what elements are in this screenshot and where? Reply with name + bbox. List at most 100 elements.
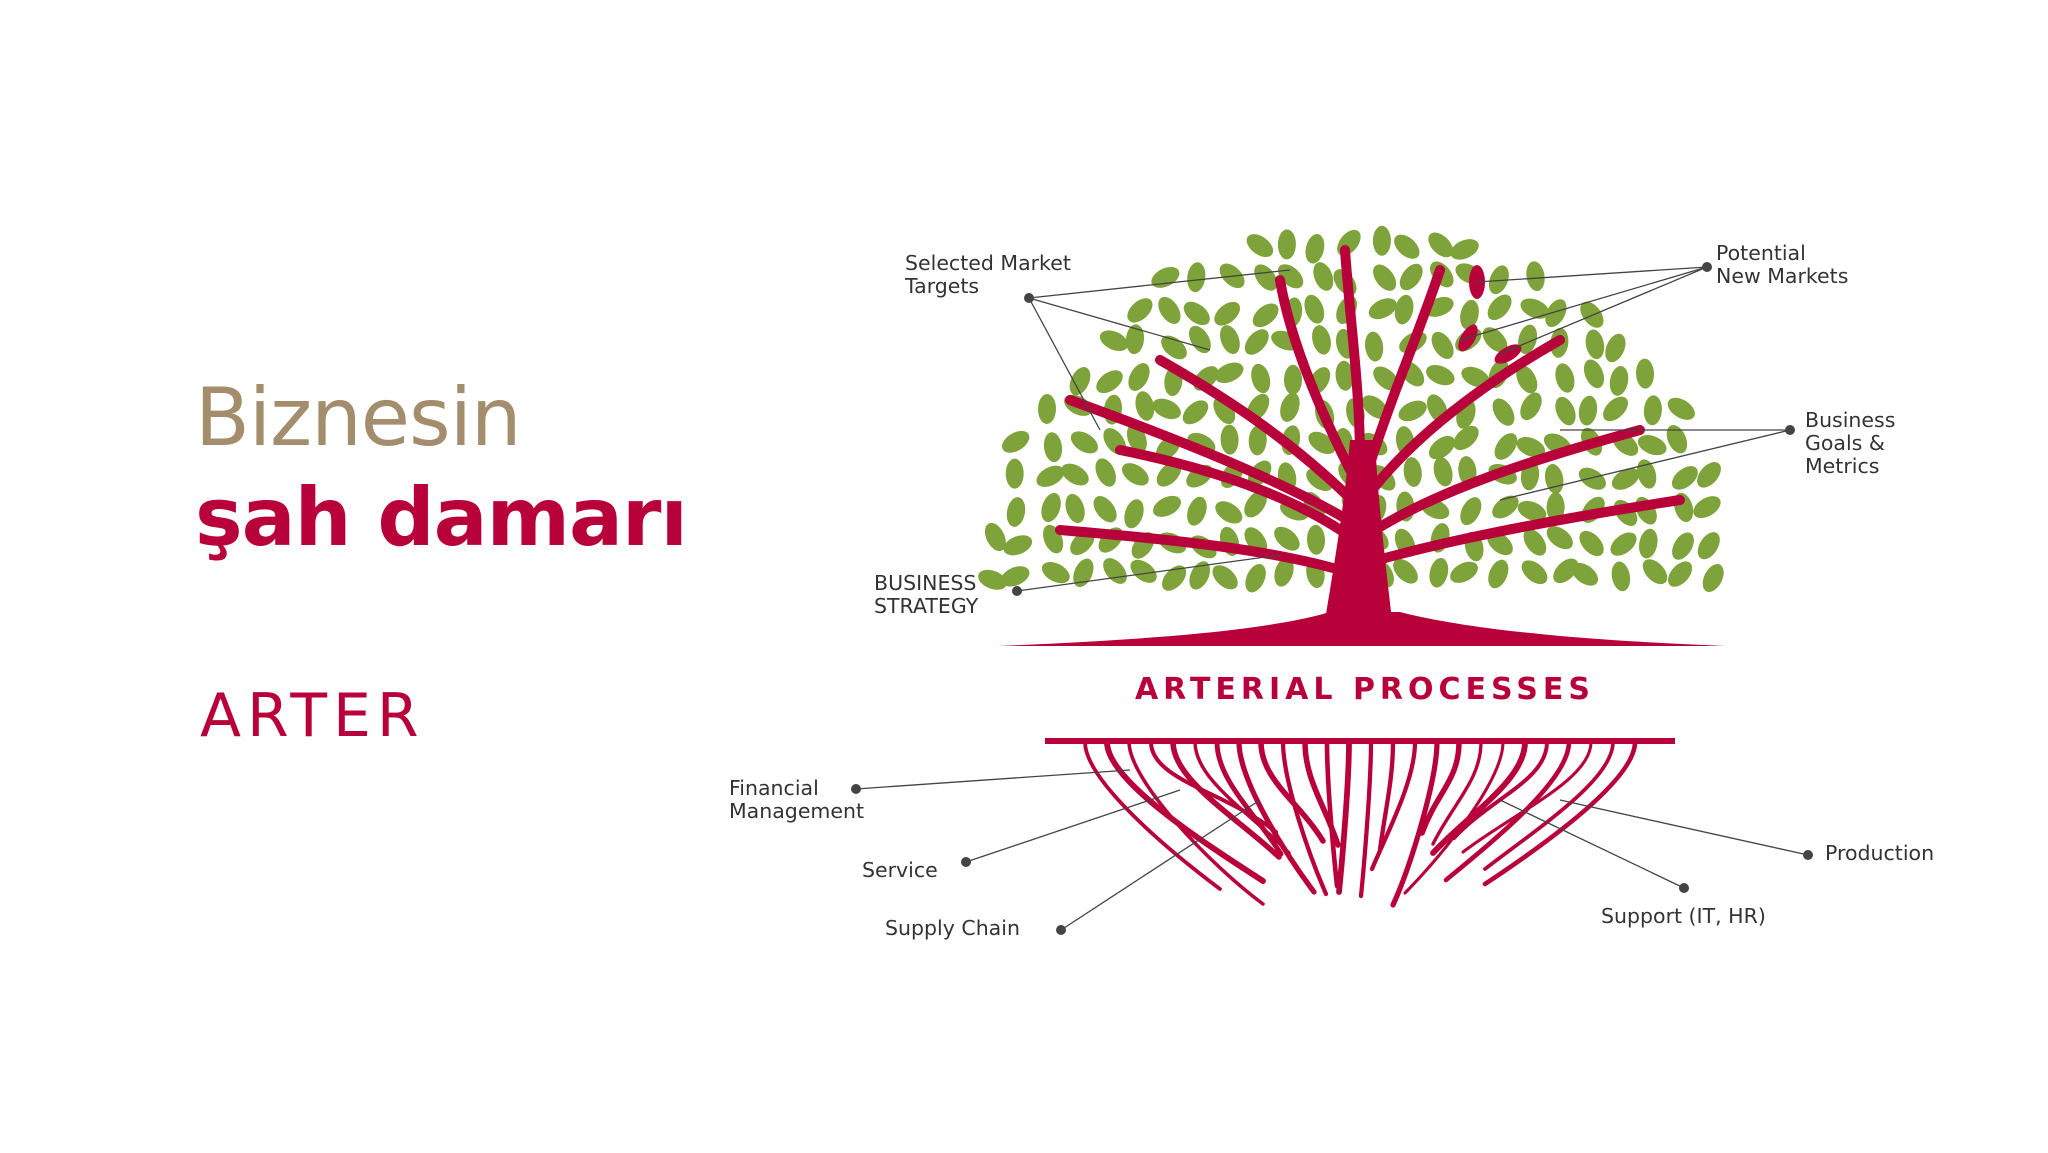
leaf — [1583, 359, 1605, 389]
leaf — [1553, 558, 1579, 584]
leaf — [1394, 234, 1420, 259]
headline-line-1: Biznesin — [195, 371, 522, 464]
leaf — [1304, 294, 1325, 324]
leaf — [1069, 366, 1091, 396]
leaf — [1697, 462, 1721, 488]
leaf — [1398, 400, 1427, 422]
leaf — [1183, 301, 1210, 326]
leaf — [1041, 561, 1070, 584]
leaf — [1187, 496, 1207, 526]
leaf — [1492, 398, 1515, 426]
leaf — [1130, 559, 1157, 583]
leaf — [1611, 468, 1640, 490]
connector-dot — [1024, 293, 1034, 303]
tree-branch — [1065, 395, 1353, 525]
leaf — [1433, 456, 1453, 487]
tree-root — [1214, 739, 1284, 857]
leaf — [1095, 458, 1116, 487]
leaf — [1545, 299, 1567, 328]
leaf — [1609, 366, 1629, 396]
connector-dot — [1785, 425, 1795, 435]
connector-line — [1060, 799, 1261, 931]
connector-dot — [1012, 586, 1022, 596]
tree-root — [1482, 739, 1638, 887]
tree-root — [1452, 740, 1549, 840]
tree-root — [1280, 739, 1329, 897]
connector-line — [1028, 269, 1291, 299]
leaf — [1571, 562, 1599, 586]
leaf — [1274, 557, 1294, 587]
leaf — [1364, 331, 1384, 362]
leaf — [1488, 559, 1509, 589]
tree-root — [1443, 739, 1572, 883]
leaf — [1585, 329, 1605, 360]
leaf — [1305, 234, 1325, 264]
leaf — [1610, 532, 1637, 556]
leaf — [1642, 559, 1668, 585]
leaf — [1070, 431, 1098, 454]
leaf — [1103, 558, 1127, 584]
label-potential-new-markets: Potential New Markets — [1716, 241, 1849, 288]
connector-dot — [1803, 850, 1813, 860]
leaf — [1460, 497, 1482, 526]
leaf — [1006, 497, 1026, 527]
label-connectors — [851, 262, 1813, 935]
leaf — [1220, 325, 1240, 355]
connector-line — [1499, 266, 1708, 355]
leaf — [1128, 363, 1150, 391]
leaf — [1313, 262, 1334, 291]
headline: Biznesin şah damarı — [195, 368, 688, 568]
leaf — [1099, 330, 1129, 352]
ground-line — [998, 612, 1725, 744]
tree-branch — [1055, 525, 1345, 575]
leaf — [1546, 526, 1573, 550]
leaf — [1284, 364, 1302, 395]
connector-dot — [851, 784, 861, 794]
leaf — [1215, 362, 1244, 384]
leaf — [1362, 395, 1388, 419]
tree-root — [1461, 740, 1593, 854]
label-supply-chain: Supply Chain — [885, 916, 1020, 940]
leaf — [1373, 264, 1397, 291]
leaf — [1000, 566, 1030, 587]
leaf — [984, 522, 1006, 552]
ground-mound — [998, 612, 1725, 646]
leaf — [1637, 459, 1657, 489]
tree-root — [1127, 740, 1265, 906]
leaf — [1460, 299, 1479, 330]
label-selected-market-targets: Selected Market Targets — [905, 251, 1071, 298]
tree-root — [1336, 739, 1352, 895]
leaf — [1578, 467, 1606, 490]
leaf — [1335, 360, 1354, 391]
leaf — [1697, 532, 1720, 560]
leaf — [1453, 425, 1479, 451]
tree-root — [1377, 739, 1396, 853]
leaf — [1244, 490, 1267, 518]
label-business-goals-metrics: Business Goals & Metrics — [1805, 408, 1896, 478]
leaf — [1516, 365, 1538, 394]
leaf — [1188, 325, 1211, 354]
leaf — [1096, 370, 1123, 394]
tree-branch — [1363, 265, 1445, 475]
leaf — [1065, 493, 1085, 524]
leaf — [1605, 333, 1626, 363]
connector-dot — [1679, 883, 1689, 893]
leaf — [1428, 232, 1454, 258]
leaf — [1252, 303, 1279, 328]
leaf — [1043, 432, 1063, 463]
leaf — [1521, 560, 1548, 585]
leaf — [1520, 298, 1550, 319]
leaf — [1637, 435, 1667, 456]
connector-dot — [1702, 262, 1712, 272]
leaf — [1312, 325, 1331, 355]
leaf — [1156, 461, 1182, 487]
leaf — [1546, 492, 1565, 523]
leaf — [1702, 564, 1724, 592]
leaf — [1482, 327, 1508, 353]
leaf — [1693, 496, 1721, 519]
leaf — [1516, 436, 1546, 458]
connector-line — [1476, 266, 1708, 283]
connector-line — [1499, 429, 1791, 501]
leaf — [1182, 400, 1209, 425]
